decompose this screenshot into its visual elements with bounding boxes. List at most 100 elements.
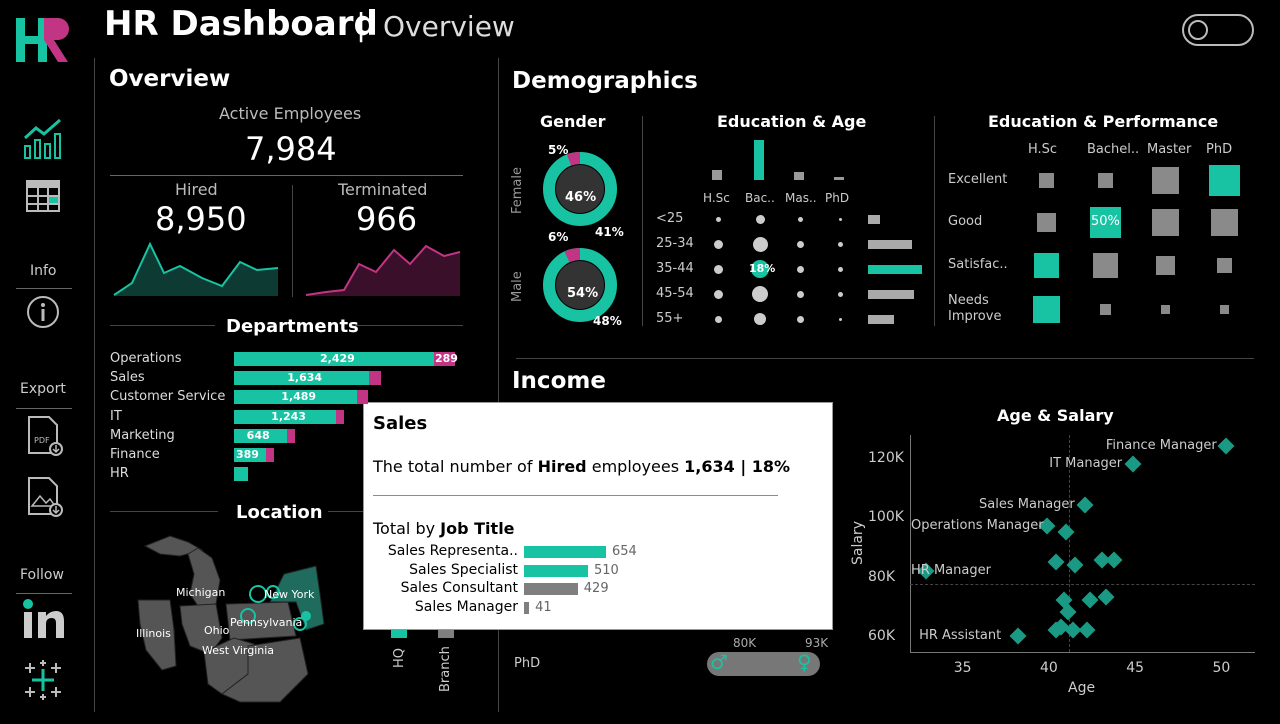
edu-perf-square[interactable] — [1219, 304, 1229, 314]
edu-perf-row-label: Good — [948, 214, 983, 229]
export-label: Export — [20, 381, 66, 397]
tableau-icon[interactable] — [22, 660, 64, 704]
edu-age-bubble[interactable] — [837, 241, 843, 247]
age-total-bar[interactable] — [868, 240, 912, 249]
edu-perf-square[interactable] — [1033, 252, 1059, 278]
edu-perf-square[interactable] — [1151, 166, 1179, 194]
edu-age-bubble[interactable] — [713, 289, 723, 299]
tooltip-subtitle-bold: Job Title — [440, 519, 515, 538]
edu-perf-square[interactable] — [1160, 304, 1170, 314]
department-hired-bar[interactable] — [234, 410, 337, 424]
salary-range-slider[interactable] — [707, 652, 820, 676]
scatter-point-label: HR Manager — [911, 562, 991, 578]
scatter-point[interactable] — [1124, 455, 1142, 473]
department-hired-bar[interactable] — [234, 352, 434, 366]
linkedin-icon[interactable] — [22, 598, 66, 644]
department-hired-value: 389 — [236, 448, 259, 461]
tooltip-job-bar — [524, 564, 588, 577]
female-donut[interactable] — [541, 150, 619, 228]
department-terminated-bar[interactable] — [368, 371, 382, 385]
scatter-point[interactable] — [1097, 588, 1115, 606]
edu-age-bubble[interactable] — [837, 266, 843, 272]
edu-age-bubble[interactable] — [713, 239, 723, 249]
edu-age-bubble[interactable] — [797, 216, 803, 222]
edu-age-bubble[interactable] — [754, 313, 766, 325]
edu-age-bubble[interactable] — [796, 290, 804, 298]
department-hired-bar[interactable] — [234, 371, 369, 385]
edu-age-bubble[interactable] — [796, 315, 804, 323]
department-hired-bar[interactable] — [234, 429, 288, 443]
male-donut[interactable] — [541, 246, 619, 324]
info-icon[interactable] — [26, 295, 60, 333]
scatter-point[interactable] — [1047, 553, 1065, 571]
age-total-bar[interactable] — [868, 215, 880, 224]
scatter-x-tick: 45 — [1126, 660, 1145, 676]
tooltip-job-label: Sales Representa.. — [387, 543, 518, 559]
edu-age-bubble[interactable] — [715, 216, 721, 222]
edu-perf-square[interactable] — [1097, 172, 1113, 188]
edu-age-bubble[interactable] — [838, 217, 842, 221]
table-icon[interactable] — [26, 180, 60, 216]
edu-perf-square[interactable] — [1036, 212, 1056, 232]
edu-perf-square[interactable] — [1032, 295, 1060, 323]
department-hired-bar[interactable] — [234, 467, 248, 481]
location-map[interactable]: Michigan New York Illinois Ohio Pennsylv… — [130, 534, 360, 706]
scatter-point[interactable] — [1078, 621, 1096, 639]
edu-age-bubble[interactable] — [796, 265, 804, 273]
edu-perf-square[interactable] — [1092, 252, 1118, 278]
line-chart-icon[interactable] — [22, 116, 66, 164]
department-terminated-bar[interactable] — [356, 390, 369, 404]
edu-age-bubble[interactable] — [751, 260, 769, 278]
theme-toggle[interactable] — [1182, 14, 1254, 46]
location-title: Location — [236, 502, 323, 523]
edu-age-bubble[interactable] — [755, 214, 765, 224]
scatter-point[interactable] — [1217, 437, 1235, 455]
scatter-point[interactable] — [1009, 627, 1027, 645]
edu-perf-square[interactable] — [1099, 303, 1111, 315]
edu-perf-square[interactable] — [1210, 208, 1238, 236]
edu-age-bubble[interactable] — [752, 236, 768, 252]
edu-age-top-bar[interactable] — [794, 172, 804, 180]
scatter-point[interactable] — [1057, 523, 1075, 541]
department-terminated-bar[interactable] — [287, 429, 296, 443]
pdf-icon[interactable]: PDF — [26, 415, 64, 461]
edu-age-bubble[interactable] — [713, 264, 723, 274]
edu-perf-square[interactable] — [1216, 257, 1232, 273]
scatter-point[interactable] — [1081, 591, 1099, 609]
age-total-bar[interactable] — [868, 315, 894, 324]
department-hired-bar[interactable] — [234, 390, 357, 404]
edu-age-top-bar[interactable] — [754, 140, 764, 180]
image-download-icon[interactable] — [26, 476, 64, 522]
edu-age-bubble[interactable] — [796, 240, 804, 248]
edu-perf-square[interactable] — [1089, 206, 1121, 238]
department-terminated-bar[interactable] — [336, 410, 345, 424]
active-employees-value: 7,984 — [245, 130, 337, 168]
state-label-ohio: Ohio — [204, 624, 230, 637]
scatter-point[interactable] — [1076, 496, 1094, 514]
edu-age-bubble[interactable] — [838, 317, 842, 321]
edu-perf-square[interactable] — [1038, 172, 1054, 188]
toggle-knob — [1188, 20, 1208, 40]
edu-age-bubble[interactable] — [837, 291, 843, 297]
age-row-label: <25 — [656, 211, 684, 226]
department-terminated-bar[interactable] — [434, 352, 456, 366]
male-axis-label: Male — [510, 271, 525, 302]
edu-age-top-bar[interactable] — [712, 170, 722, 180]
scatter-point[interactable] — [1105, 551, 1123, 569]
scatter-point-label: Operations Manager — [911, 518, 1044, 534]
age-total-bar[interactable] — [868, 290, 914, 299]
scatter-x-tick: 35 — [953, 660, 972, 676]
department-hired-value: 1,489 — [281, 390, 317, 403]
edu-age-title: Education & Age — [717, 112, 867, 131]
kpi-divider-vertical — [292, 185, 293, 297]
scatter-point-label: IT Manager — [1049, 455, 1123, 471]
edu-perf-square[interactable] — [1151, 208, 1179, 236]
edu-age-top-bar[interactable] — [834, 177, 844, 180]
edu-age-bubble[interactable] — [714, 315, 722, 323]
age-total-bar[interactable] — [868, 265, 922, 274]
department-terminated-bar[interactable] — [266, 448, 275, 462]
edu-age-bubble[interactable] — [752, 286, 768, 302]
edu-perf-square[interactable] — [1155, 255, 1175, 275]
edu-perf-square[interactable] — [1208, 164, 1240, 196]
department-hired-bar[interactable] — [234, 448, 267, 462]
